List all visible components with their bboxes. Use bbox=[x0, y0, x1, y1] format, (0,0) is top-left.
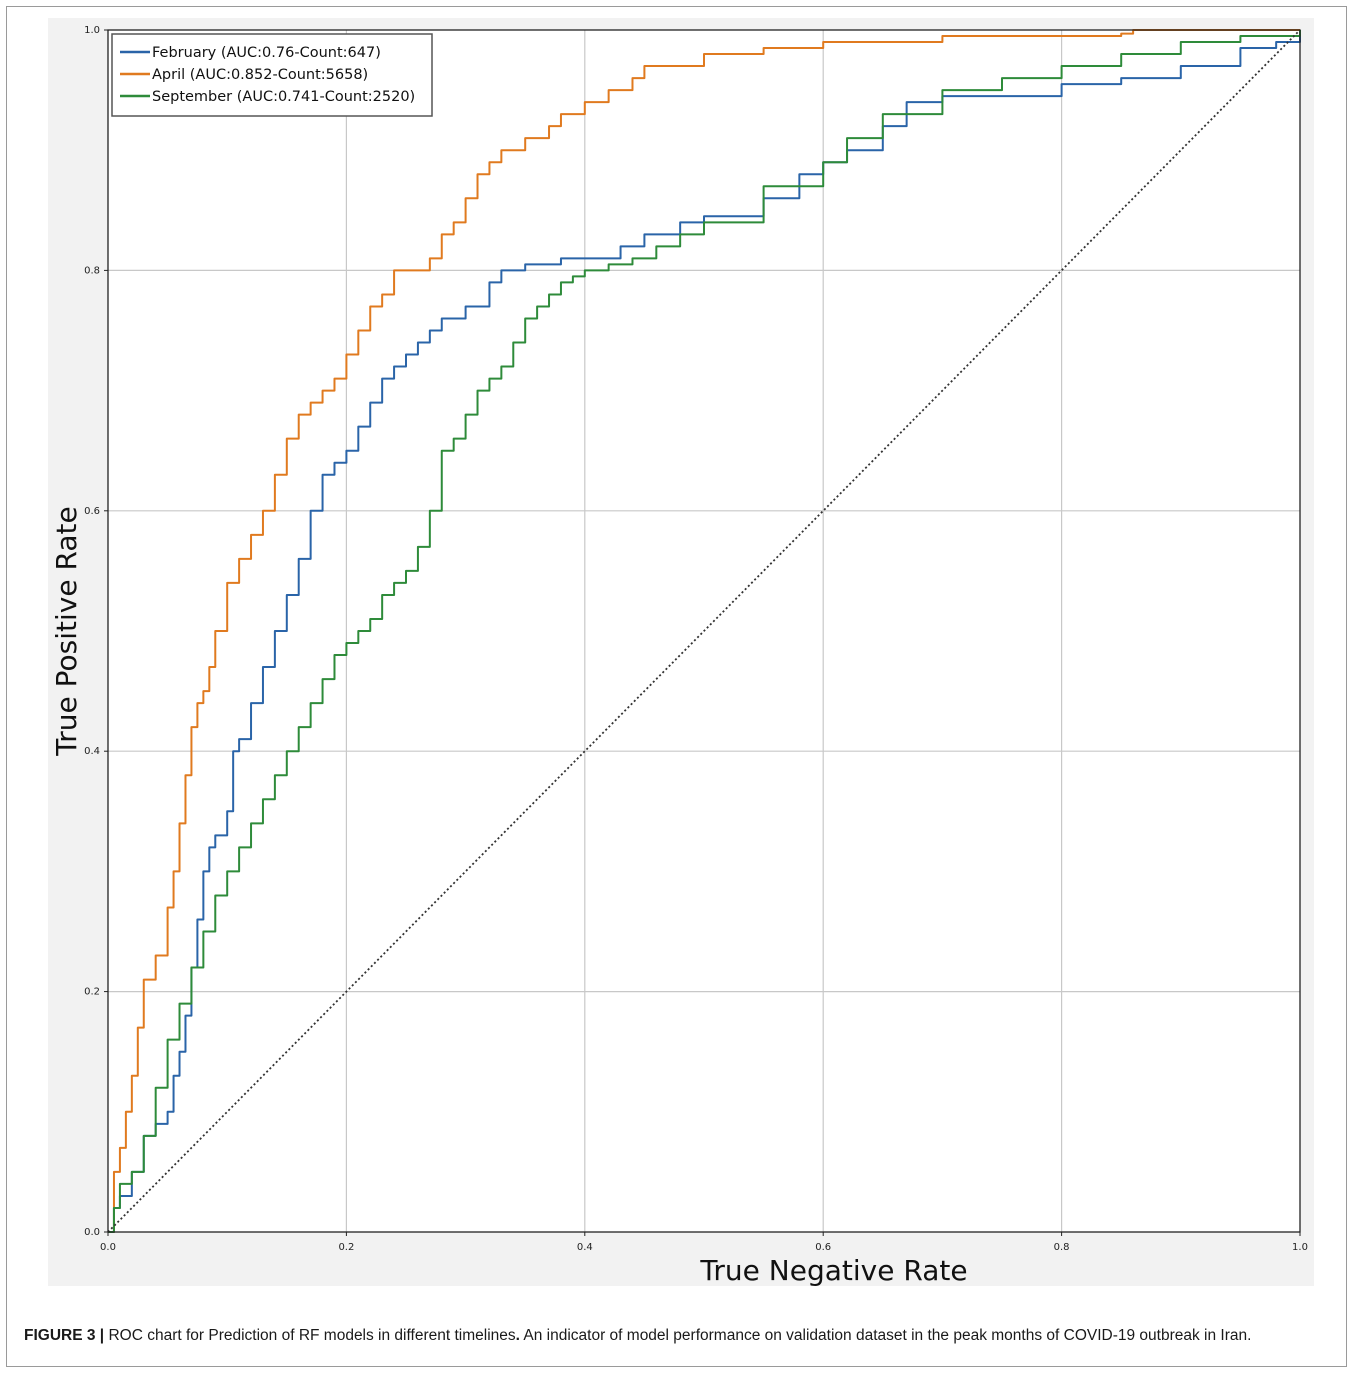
axes-frame bbox=[107, 29, 1301, 1233]
y-tick-label: 0.4 bbox=[84, 746, 100, 757]
y-tick-label: 0.0 bbox=[84, 1227, 100, 1238]
figure-label: FIGURE 3 | bbox=[24, 1327, 105, 1344]
roc-line-september bbox=[108, 30, 1301, 1233]
legend-label: April (AUC:0.852-Count:5658) bbox=[152, 67, 368, 83]
legend-label: September (AUC:0.741-Count:2520) bbox=[152, 89, 415, 105]
figure-caption: FIGURE 3 | ROC chart for Prediction of R… bbox=[24, 1324, 1324, 1348]
x-tick-label: 0.0 bbox=[100, 1242, 116, 1253]
x-axis-title: True Negative Rate bbox=[699, 1254, 967, 1286]
x-tick-label: 1.0 bbox=[1292, 1242, 1308, 1253]
caption-period: . bbox=[515, 1327, 520, 1344]
y-tick-label: 0.8 bbox=[84, 265, 100, 276]
y-tick-label: 0.2 bbox=[84, 987, 100, 998]
legend-box bbox=[111, 33, 433, 117]
chart-panel: 0.0 0.2 0.4 0.6 0.8 1.0 0.0 0.2 0.4 0.6 0.8 1.0 True… bbox=[48, 18, 1314, 1286]
caption-text-2: An indicator of model performance on val… bbox=[519, 1327, 1252, 1344]
y-tick-label: 1.0 bbox=[84, 25, 100, 36]
x-tick-label: 0.6 bbox=[815, 1242, 831, 1253]
legend-label: February (AUC:0.76-Count:647) bbox=[152, 45, 381, 61]
caption-text-1: ROC chart for Prediction of RF models in… bbox=[104, 1327, 516, 1344]
y-axis-title: True Positive Rate bbox=[50, 506, 83, 756]
roc-chart: 0.0 0.2 0.4 0.6 0.8 1.0 0.0 0.2 0.4 0.6 0.8 1.0 True… bbox=[50, 25, 1308, 1286]
y-tick-label: 0.6 bbox=[84, 506, 100, 517]
x-tick-label: 0.4 bbox=[577, 1242, 593, 1253]
figure-frame bbox=[6, 6, 1347, 1367]
x-tick-label: 0.8 bbox=[1054, 1242, 1070, 1253]
x-tick-label: 0.2 bbox=[338, 1242, 354, 1253]
chance-diagonal-line bbox=[107, 29, 1301, 1233]
roc-line-april bbox=[108, 29, 1300, 1233]
